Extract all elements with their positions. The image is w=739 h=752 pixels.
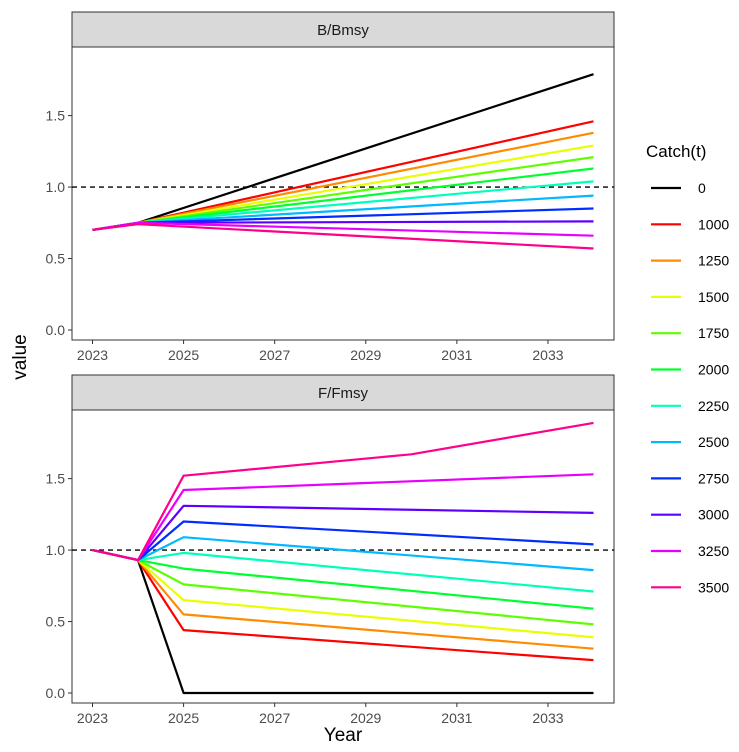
x-tick-label: 2025 (168, 710, 199, 726)
x-tick-label: 2023 (77, 710, 108, 726)
legend-label-0: 0 (698, 180, 706, 196)
y-tick-label: 1.0 (46, 179, 66, 195)
x-tick-label: 2025 (168, 347, 199, 363)
x-tick-label: 2031 (441, 710, 472, 726)
panel-b-bmsy: B/Bmsy 0.0 0.5 1.0 1.5 2023 2025 2027 2029 2031… (46, 11, 615, 363)
x-tick-label: 2031 (441, 347, 472, 363)
panel-title: B/Bmsy (317, 22, 369, 39)
legend-label-3500: 3500 (698, 579, 729, 595)
y-axis-label: value (10, 334, 31, 379)
x-tick-label: 2027 (259, 347, 290, 363)
panel-title: F/Fmsy (318, 385, 368, 402)
x-axis-label: Year (324, 725, 363, 746)
plot-area (71, 409, 615, 704)
legend-label-2500: 2500 (698, 434, 729, 450)
x-tick-label: 2023 (77, 347, 108, 363)
legend-label-3250: 3250 (698, 543, 729, 559)
legend: Catch(t) 0 1000 1250 1500 1750 2000 2250 2500 27… (646, 142, 729, 595)
legend-title: Catch(t) (646, 142, 706, 161)
x-tick-label: 2033 (532, 710, 563, 726)
y-tick-label: 0.5 (46, 614, 66, 630)
x-tick-label: 2029 (350, 347, 381, 363)
x-tick-label: 2029 (350, 710, 381, 726)
panel-strip (71, 11, 615, 48)
y-tick-label: 0.0 (46, 685, 66, 701)
panel-f-fmsy: F/Fmsy 0.0 0.5 1.0 1.5 2023 2025 2027 2029 2031… (46, 374, 615, 726)
legend-label-1250: 1250 (698, 253, 729, 269)
y-tick-label: 0.5 (46, 251, 66, 267)
series-line-3500 (92, 223, 594, 250)
x-tick-label: 2033 (532, 347, 563, 363)
legend-label-2250: 2250 (698, 398, 729, 414)
legend-label-1750: 1750 (698, 325, 729, 341)
legend-label-3000: 3000 (698, 507, 729, 523)
legend-label-2750: 2750 (698, 470, 729, 486)
x-tick-label: 2027 (259, 710, 290, 726)
y-tick-label: 1.5 (46, 471, 66, 487)
legend-label-1500: 1500 (698, 289, 729, 305)
y-tick-label: 0.0 (46, 322, 66, 338)
legend-label-2000: 2000 (698, 362, 729, 378)
y-tick-label: 1.5 (46, 108, 66, 124)
y-tick-label: 1.0 (46, 542, 66, 558)
series-line-3500 (92, 421, 594, 562)
legend-label-1000: 1000 (698, 216, 729, 232)
